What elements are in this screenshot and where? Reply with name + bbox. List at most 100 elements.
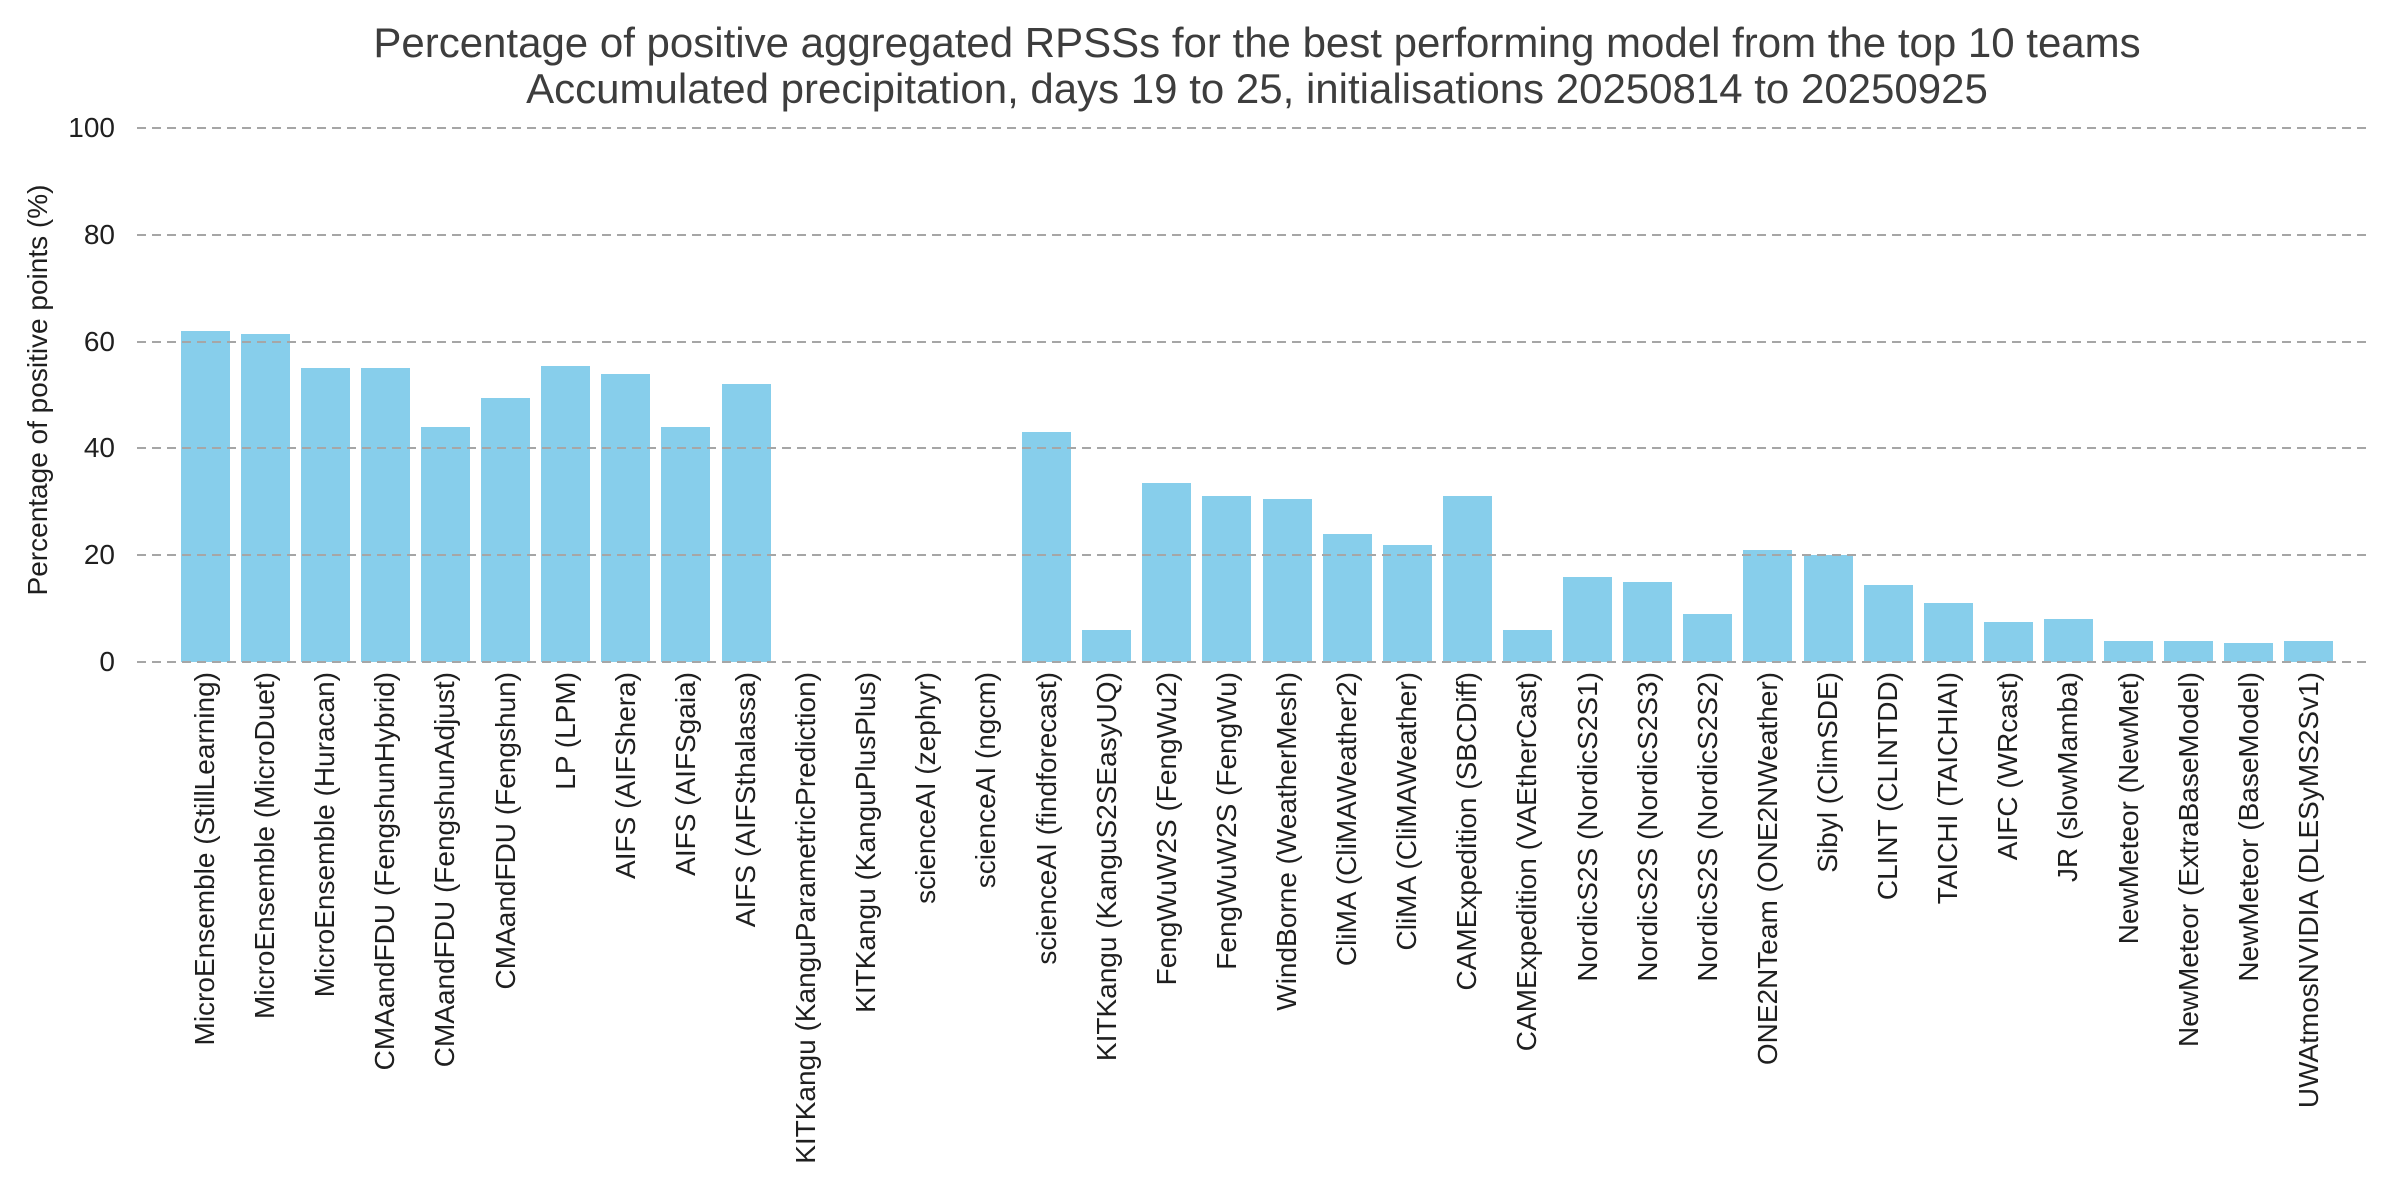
x-label-slot: NewMeteor (ExtraBaseModel) bbox=[2159, 672, 2219, 1200]
x-label-slot: AIFC (WRcast) bbox=[1978, 672, 2038, 1200]
bar-slot bbox=[2159, 128, 2219, 662]
x-label-slot: AIFS (AIFSgaia) bbox=[656, 672, 716, 1200]
x-label-slot: ONE2NTeam (ONE2NWeather) bbox=[1738, 672, 1798, 1200]
x-label-slot: CMAandFDU (FengshunHybrid) bbox=[355, 672, 415, 1200]
gridline-60 bbox=[137, 340, 2370, 343]
bar-slot bbox=[415, 128, 475, 662]
x-label-slot: CMAandFDU (FengshunAdjust) bbox=[415, 672, 475, 1200]
gridline-20 bbox=[137, 554, 2370, 557]
x-tick-label: UWAtmosNVIDIA (DLESyMS2Sv1) bbox=[2292, 672, 2324, 1109]
x-label-slot: NewMeteor (BaseModel) bbox=[2219, 672, 2279, 1200]
x-tick-label: LP (LPM) bbox=[549, 672, 581, 790]
x-tick-label: scienceAI (ngcm) bbox=[970, 672, 1002, 889]
x-label-slot: TAICHI (TAICHIAI) bbox=[1918, 672, 1978, 1200]
x-tick-label: CAMExpedition (SBCDiff) bbox=[1451, 672, 1483, 991]
gridline-40 bbox=[137, 447, 2370, 450]
bar-slot bbox=[896, 128, 956, 662]
bar-AIFS (AIFShera) bbox=[601, 373, 651, 662]
bar-Sibyl (ClimSDE) bbox=[1803, 555, 1853, 662]
x-label-slot: MicroEnsemble (MicroDuet) bbox=[235, 672, 295, 1200]
gridline-100 bbox=[137, 127, 2370, 129]
bar-slot bbox=[1918, 128, 1978, 662]
bar-slot bbox=[1678, 128, 1738, 662]
bar-CAMExpedition (VAEtherCast) bbox=[1502, 629, 1552, 662]
bar-slot bbox=[2219, 128, 2279, 662]
y-tick-label-100: 100 bbox=[68, 112, 115, 143]
x-label-slot: scienceAI (findforecast) bbox=[1017, 672, 1077, 1200]
bar-slot bbox=[235, 128, 295, 662]
bar-NewMeteor (ExtraBaseModel) bbox=[2164, 640, 2214, 662]
x-label-slot: CliMA (CliMAWeather2) bbox=[1317, 672, 1377, 1200]
gridline-0 bbox=[137, 661, 2370, 663]
x-label-slot: FengWuW2S (FengWu) bbox=[1197, 672, 1257, 1200]
x-label-slot: MicroEnsemble (Huracan) bbox=[295, 672, 355, 1200]
bar-slot bbox=[1978, 128, 2038, 662]
x-label-slot: NordicS2S (NordicS2S2) bbox=[1678, 672, 1738, 1200]
bar-slot bbox=[2038, 128, 2098, 662]
bar-slot bbox=[1137, 128, 1197, 662]
bar-UWAtmosNVIDIA (DLESyMS2Sv1) bbox=[2284, 640, 2334, 662]
bar-CliMA (CliMAWeather2) bbox=[1322, 533, 1372, 662]
bar-slot bbox=[2099, 128, 2159, 662]
bar-MicroEnsemble (MicroDuet) bbox=[240, 333, 290, 662]
x-label-slot: NordicS2S (NordicS2S1) bbox=[1558, 672, 1618, 1200]
bar-slot bbox=[295, 128, 355, 662]
x-tick-label: NewMeteor (ExtraBaseModel) bbox=[2172, 672, 2204, 1048]
plot-area bbox=[175, 128, 2339, 662]
x-tick-label: JR (slowMamba) bbox=[2052, 672, 2084, 883]
x-label-slot: CliMA (CliMAWeather) bbox=[1377, 672, 1437, 1200]
chart-title: Percentage of positive aggregated RPSSs … bbox=[175, 20, 2339, 112]
x-tick-label: NordicS2S (NordicS2S1) bbox=[1571, 672, 1603, 982]
bar-slot bbox=[1017, 128, 1077, 662]
bar-slot bbox=[656, 128, 716, 662]
y-tick-label-0: 0 bbox=[99, 646, 115, 677]
bar-slot bbox=[1197, 128, 1257, 662]
x-tick-label: MicroEnsemble (Huracan) bbox=[309, 672, 341, 998]
x-tick-label: scienceAI (findforecast) bbox=[1030, 672, 1062, 965]
x-label-slot: CLINT (CLINTDD) bbox=[1858, 672, 1918, 1200]
x-tick-label: FengWuW2S (FengWu) bbox=[1210, 672, 1242, 970]
x-tick-label: CMAandFDU (Fengshun) bbox=[489, 672, 521, 990]
x-label-slot: AIFS (AIFShera) bbox=[596, 672, 656, 1200]
y-tick-label-20: 20 bbox=[83, 539, 115, 571]
y-tick-label-40: 40 bbox=[83, 432, 115, 464]
bar-slot bbox=[1437, 128, 1497, 662]
bar-slot bbox=[776, 128, 836, 662]
x-tick-label: AIFS (AIFShera) bbox=[609, 672, 641, 879]
x-label-slot: UWAtmosNVIDIA (DLESyMS2Sv1) bbox=[2279, 672, 2339, 1200]
bar-WindBorne (WeatherMesh) bbox=[1262, 499, 1312, 662]
x-tick-label: AIFS (AIFSgaia) bbox=[669, 672, 701, 876]
bar-slot bbox=[716, 128, 776, 662]
y-tick-label-80: 80 bbox=[83, 218, 115, 250]
x-tick-label: KITKangu (KanguPlusPlus) bbox=[850, 672, 882, 1013]
bar-NewMeteor (NewMet) bbox=[2104, 640, 2154, 662]
x-label-slot: CAMExpedition (VAEtherCast) bbox=[1497, 672, 1557, 1200]
bar-slot bbox=[1558, 128, 1618, 662]
x-tick-label: FengWuW2S (FengWu2) bbox=[1150, 672, 1182, 986]
x-label-slot: NordicS2S (NordicS2S3) bbox=[1618, 672, 1678, 1200]
x-tick-label: CMAandFDU (FengshunHybrid) bbox=[369, 672, 401, 1071]
x-tick-label: CLINT (CLINTDD) bbox=[1872, 672, 1904, 901]
bar-slot bbox=[1858, 128, 1918, 662]
bar-MicroEnsemble (StillLearning) bbox=[180, 330, 230, 662]
x-tick-label: CMAandFDU (FengshunAdjust) bbox=[429, 672, 461, 1068]
bar-slot bbox=[1738, 128, 1798, 662]
bar-CMAandFDU (FengshunHybrid) bbox=[360, 368, 410, 662]
x-tick-label: CliMA (CliMAWeather2) bbox=[1331, 672, 1363, 967]
bar-CLINT (CLINTDD) bbox=[1863, 584, 1913, 662]
bar-slot bbox=[1618, 128, 1678, 662]
y-tick-label-60: 60 bbox=[83, 325, 115, 357]
x-tick-label: NordicS2S (NordicS2S3) bbox=[1631, 672, 1663, 982]
x-axis-tick-labels: MicroEnsemble (StillLearning) MicroEnsemb… bbox=[175, 672, 2339, 1200]
x-label-slot: JR (slowMamba) bbox=[2038, 672, 2098, 1200]
chart-title-line1: Percentage of positive aggregated RPSSs … bbox=[373, 19, 2141, 66]
bar-slot bbox=[476, 128, 536, 662]
bar-NewMeteor (BaseModel) bbox=[2224, 643, 2274, 662]
bar-CMAandFDU (FengshunAdjust) bbox=[420, 427, 470, 662]
bar-KITKangu (KanguS2SEasyUQ) bbox=[1082, 629, 1132, 662]
bar-slot bbox=[836, 128, 896, 662]
bar-MicroEnsemble (Huracan) bbox=[300, 368, 350, 662]
x-tick-label: NordicS2S (NordicS2S2) bbox=[1691, 672, 1723, 982]
bar-NordicS2S (NordicS2S2) bbox=[1683, 613, 1733, 662]
bar-slot bbox=[1798, 128, 1858, 662]
